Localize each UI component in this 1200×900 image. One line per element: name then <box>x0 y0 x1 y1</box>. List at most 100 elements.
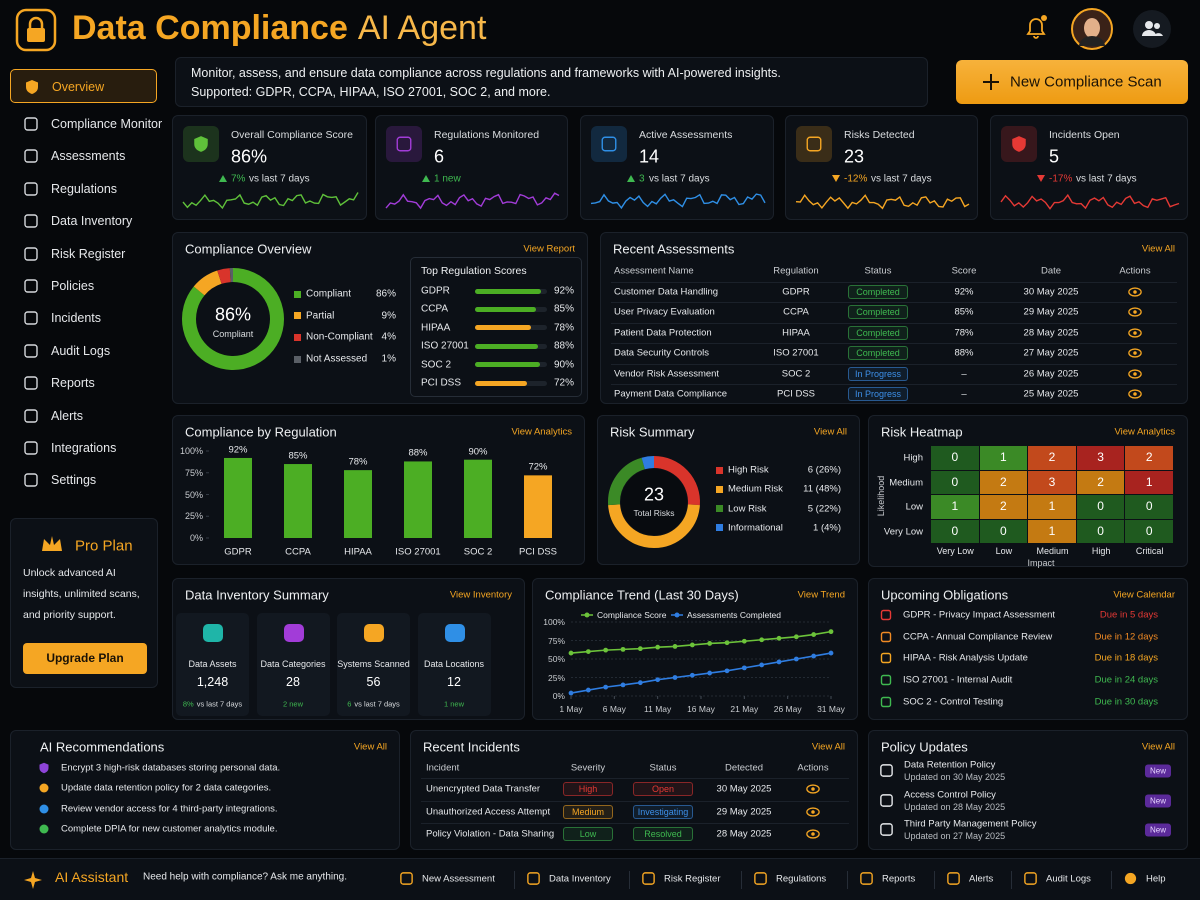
trend-point <box>620 646 626 652</box>
table-header: Severity <box>570 762 606 774</box>
legend-label: High Risk <box>728 464 769 476</box>
donut-segment <box>217 268 231 284</box>
status-badge: In Progress <box>848 387 908 401</box>
heat-y-label: Likelihood <box>876 475 886 517</box>
nav-item[interactable]: Regulations <box>10 172 157 206</box>
icon[interactable] <box>1128 367 1142 381</box>
inventory-note: vs last 7 days <box>354 699 400 709</box>
nav-item[interactable]: Settings <box>10 463 157 497</box>
nav-item[interactable]: Overview <box>10 69 157 103</box>
table-header: Regulation <box>773 265 819 277</box>
trend-point <box>811 653 817 659</box>
panel-link[interactable]: View Report <box>523 243 575 255</box>
bar <box>224 457 252 538</box>
dot <box>39 804 49 814</box>
eye-outline <box>1128 348 1142 358</box>
nav-item[interactable]: Integrations <box>10 431 157 465</box>
notifications[interactable] <box>1024 15 1048 41</box>
cell-score: – <box>961 368 967 380</box>
trend-point <box>828 650 834 656</box>
status-badge: Completed <box>848 285 908 299</box>
kpi-icon-box <box>1001 126 1037 162</box>
nav-item[interactable]: Reports <box>10 366 157 400</box>
kpi-card: Regulations Monitored 6 1 new <box>375 115 568 220</box>
kpi-note: vs last 7 days <box>871 173 932 185</box>
cell-regulation: ISO 27001 <box>773 347 819 359</box>
icon <box>880 674 892 686</box>
y-tick-label: 75% <box>547 635 565 646</box>
nav-item[interactable]: Audit Logs <box>10 334 157 368</box>
panel-link[interactable]: View All <box>1141 243 1175 255</box>
legend-value: 1 (4%) <box>813 522 841 534</box>
kpi-title: Regulations Monitored <box>434 129 540 141</box>
icon[interactable] <box>1128 285 1142 299</box>
icon[interactable] <box>806 827 820 841</box>
panel-link[interactable]: View All <box>811 741 845 753</box>
bell <box>1026 18 1046 39</box>
icon[interactable] <box>806 805 820 819</box>
legend-swatch <box>716 524 723 532</box>
glyph <box>24 246 38 261</box>
score-bar <box>475 343 539 349</box>
nav-item[interactable]: Compliance Monitor <box>10 107 162 141</box>
row-divider <box>611 343 1177 345</box>
icon[interactable] <box>1128 387 1142 401</box>
row-divider <box>611 363 1177 365</box>
inventory-change: 8% <box>182 699 194 709</box>
eye-pupil <box>1133 351 1137 355</box>
kpi-icon-box <box>386 126 422 162</box>
x-tick-label: 21 May <box>730 704 759 714</box>
dot <box>39 783 49 793</box>
nav-item[interactable]: Data Inventory <box>10 204 157 238</box>
glyph <box>24 473 38 488</box>
panel-link[interactable]: View All <box>813 426 847 438</box>
panel-link[interactable]: View All <box>1141 741 1175 753</box>
arrow <box>219 175 227 182</box>
icon[interactable] <box>806 782 820 796</box>
inventory-glyph <box>283 624 304 642</box>
x-tick-label: 1 May <box>559 704 583 714</box>
glyph <box>947 872 960 885</box>
glyph <box>880 764 893 777</box>
icon[interactable] <box>1128 326 1142 340</box>
score-value: 78% <box>553 322 574 334</box>
team-button[interactable] <box>1132 9 1172 49</box>
nav-item[interactable]: Assessments <box>10 139 157 173</box>
panel-link[interactable]: View All <box>353 741 387 753</box>
table-header: Assessment Name <box>614 265 694 277</box>
app-logo <box>15 8 57 52</box>
icon <box>1024 872 1037 885</box>
sparkline <box>590 193 766 210</box>
heat-cell: 2 <box>1125 446 1173 470</box>
nav-item[interactable]: Risk Register <box>10 237 157 271</box>
nav-item[interactable]: Alerts <box>10 399 157 433</box>
icon[interactable] <box>1128 305 1142 319</box>
action-divider <box>514 871 515 889</box>
upgrade-button[interactable]: Upgrade Plan <box>23 643 147 674</box>
panel-link[interactable]: View Inventory <box>449 589 512 601</box>
score-value: 90% <box>553 359 574 371</box>
glyph <box>642 872 655 885</box>
intro-banner: Monitor, assess, and ensure data complia… <box>175 57 928 107</box>
bar <box>344 470 372 538</box>
nav-item[interactable]: Incidents <box>10 301 157 335</box>
heat-cell: 0 <box>931 519 979 543</box>
trend-point <box>689 642 695 648</box>
nav-label: Regulations <box>51 181 118 196</box>
overview-donut <box>182 268 284 370</box>
panel-link[interactable]: View Trend <box>797 589 845 601</box>
panel-link[interactable]: View Analytics <box>1114 426 1175 438</box>
cell-date: 30 May 2025 <box>716 783 772 795</box>
sparkline-path <box>182 192 359 210</box>
trend-point <box>724 668 730 674</box>
nav-item[interactable]: Policies <box>10 269 157 303</box>
user-avatar[interactable] <box>1071 8 1113 50</box>
status-badge: Open <box>633 782 693 796</box>
panel-link[interactable]: View Analytics <box>511 426 572 438</box>
bar-value-label: 85% <box>288 450 308 462</box>
new-scan-button[interactable]: New Compliance Scan <box>956 60 1188 104</box>
glyph <box>880 793 893 807</box>
icon[interactable] <box>1128 346 1142 360</box>
panel-link[interactable]: View Calendar <box>1113 589 1175 601</box>
score-value: 72% <box>553 377 574 389</box>
